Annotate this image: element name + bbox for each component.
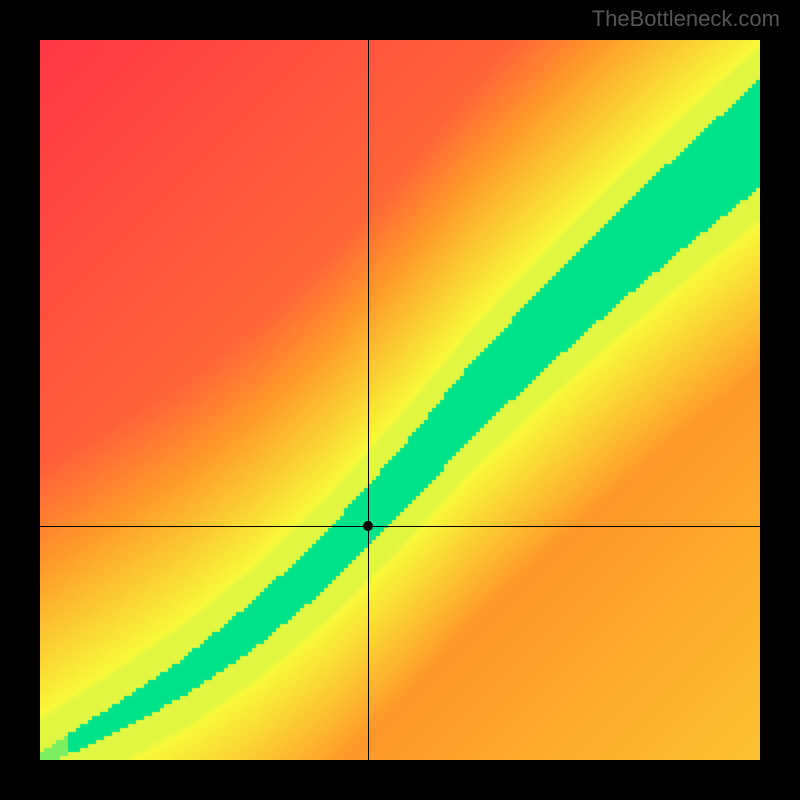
crosshair-dot <box>363 521 373 531</box>
heatmap-canvas <box>40 40 760 760</box>
chart-container: TheBottleneck.com <box>0 0 800 800</box>
watermark-text: TheBottleneck.com <box>592 6 780 32</box>
crosshair-vertical <box>368 40 369 760</box>
plot-area <box>40 40 760 760</box>
crosshair-horizontal <box>40 526 760 527</box>
